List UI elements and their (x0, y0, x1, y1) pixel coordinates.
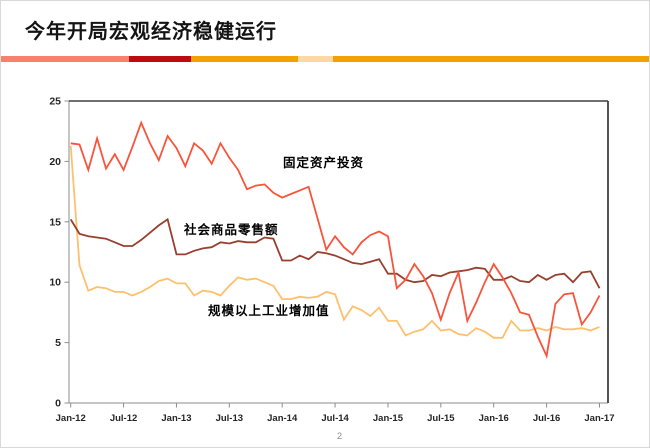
accent-segment-cream (298, 56, 333, 62)
x-tick-label: Jul-12 (110, 413, 137, 424)
series-label-fixed-asset-investment: 固定资产投资 (283, 156, 365, 170)
series-label-industrial-value-added: 规模以上工业增加值 (208, 304, 330, 318)
x-tick-label: Jul-16 (533, 413, 560, 424)
y-tick-label: 15 (49, 216, 61, 228)
accent-divider-bar (1, 56, 649, 62)
accent-segment-orange (191, 56, 298, 62)
y-tick-label: 20 (49, 156, 61, 168)
x-tick-label: Jan-17 (584, 413, 614, 424)
y-tick-label: 0 (55, 398, 61, 410)
x-tick-label: Jan-15 (373, 413, 404, 424)
page-number: 2 (337, 431, 343, 441)
industrial-value-added-line (69, 145, 600, 339)
series-label-retail-sales: 社会商品零售额 (184, 223, 279, 237)
fixed-asset-investment-line (70, 120, 601, 359)
accent-segment-salmon (1, 56, 129, 62)
accent-segment-orange2 (333, 56, 649, 62)
y-tick-label: 10 (49, 277, 61, 289)
x-tick-label: Jan-12 (56, 413, 86, 424)
x-tick-label: Jan-13 (161, 413, 191, 424)
y-tick-label: 25 (49, 96, 61, 108)
x-tick-label: Jan-16 (479, 413, 509, 424)
y-tick-label: 5 (55, 337, 61, 349)
chart-canvas: 0 5 10 15 20 25 Jan-12 Jul-12 Jan-13 Jul-13 Jan-14… (49, 96, 614, 425)
x-tick-label: Jul-14 (321, 413, 349, 424)
retail-sales-line (69, 217, 601, 289)
accent-segment-dark-red (129, 56, 191, 62)
x-tick-label: Jul-13 (216, 413, 243, 424)
line-chart: 0 5 10 15 20 25 Jan-12 Jul-12 Jan-13 Jul-13 Jan-14… (1, 63, 649, 447)
slide-title: 今年开局宏观经济稳健运行 (25, 21, 277, 43)
x-tick-label: Jul-15 (427, 413, 455, 424)
x-tick-label: Jan-14 (267, 413, 298, 424)
